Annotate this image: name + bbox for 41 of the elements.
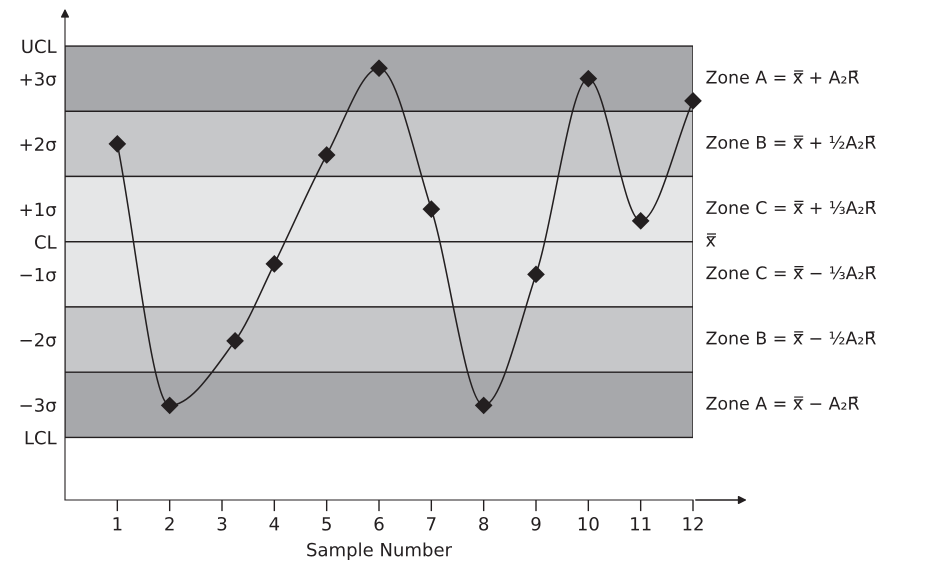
band-label: Zone B = x̿ − ½A₂R̄ bbox=[706, 331, 876, 345]
x-tick-label: 9 bbox=[531, 516, 540, 531]
y-tick-label: −2σ bbox=[20, 333, 56, 347]
x-tick-label: 4 bbox=[269, 517, 280, 530]
x-tick-label: 2 bbox=[165, 516, 174, 530]
y-tick-label: −1σ bbox=[20, 268, 56, 282]
y-tick-label: +2σ bbox=[20, 137, 56, 151]
x-tick-label: 11 bbox=[631, 517, 650, 530]
point bbox=[632, 212, 650, 230]
band-label: Zone C = x̿ + ⅓A₂R̄ bbox=[706, 200, 876, 214]
x-axis-title: Sample Number bbox=[307, 542, 452, 560]
x-tick-label: 7 bbox=[427, 517, 436, 530]
x-tick-label: 1 bbox=[114, 517, 122, 530]
point bbox=[580, 70, 597, 88]
point bbox=[475, 396, 492, 414]
x-tick-label: 10 bbox=[578, 516, 599, 531]
x-tick-label: 3 bbox=[218, 516, 226, 531]
ref-line-label: x̿ bbox=[706, 233, 716, 247]
point bbox=[226, 332, 244, 350]
y-tick-label: −3σ bbox=[20, 398, 56, 412]
y-tick-label: +3σ bbox=[20, 72, 56, 86]
point bbox=[161, 396, 178, 414]
x-tick-label: 6 bbox=[374, 516, 384, 531]
x-tick-label: 8 bbox=[479, 516, 488, 531]
band-label: Zone A = x̿ + A₂R̄ bbox=[706, 70, 859, 84]
x-tick-label: 5 bbox=[322, 517, 331, 531]
point bbox=[370, 60, 388, 77]
band-label: Zone B = x̿ + ½A₂R̄ bbox=[706, 136, 876, 149]
point bbox=[318, 146, 336, 164]
point bbox=[422, 200, 440, 218]
band-label: Zone C = x̿ − ⅓A₂R̄ bbox=[706, 266, 876, 280]
band-label: Zone A = x̿ − A₂R̄ bbox=[706, 396, 859, 410]
y-tick-label: LCL bbox=[26, 430, 57, 444]
x-tick-label: 12 bbox=[683, 516, 703, 530]
y-tick-label: CL bbox=[35, 235, 57, 249]
y-tick-label: +1σ bbox=[20, 202, 56, 216]
point bbox=[527, 266, 545, 283]
point bbox=[266, 255, 283, 272]
point bbox=[684, 92, 702, 110]
point bbox=[108, 135, 126, 152]
y-tick-label: UCL bbox=[22, 40, 57, 54]
